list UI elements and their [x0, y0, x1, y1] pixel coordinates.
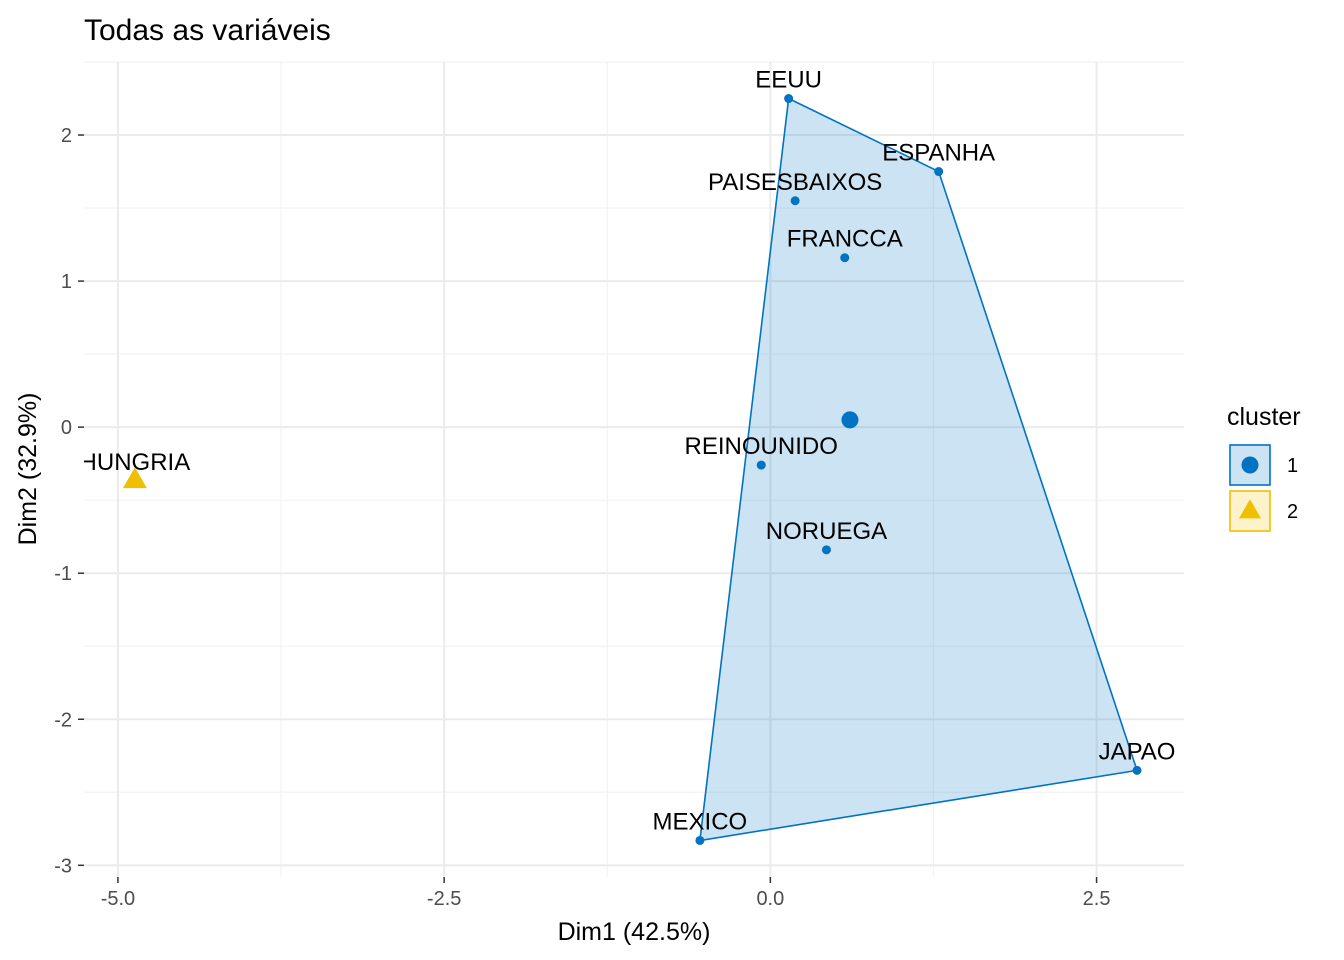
y-axis-title: Dim2 (32.9%) — [14, 393, 42, 546]
legend-triangle-icon — [1239, 499, 1261, 519]
chart-title: Todas as variáveis — [84, 14, 331, 47]
legend-title: cluster — [1227, 403, 1301, 431]
x-tick-label: -2.5 — [427, 888, 461, 910]
label-hungria: HUNGRIA — [80, 449, 191, 476]
data-points — [122, 94, 1142, 845]
x-tick-label: 2.5 — [1083, 888, 1111, 910]
legend-key-2: 2 — [1229, 490, 1298, 532]
point-noruega — [821, 545, 831, 555]
legend-circle-icon — [1241, 456, 1259, 474]
cluster-1-centroid — [841, 411, 859, 429]
label-reinounido: REINOUNIDO — [685, 433, 838, 460]
label-noruega: NORUEGA — [766, 518, 887, 545]
cluster-hulls — [698, 97, 1139, 842]
y-tick-label: 0 — [61, 417, 72, 439]
axis-ticks: -5.0 -2.5 0.0 2.5 -3 -2 -1 0 1 2 — [54, 125, 1110, 910]
point-eeuu — [784, 94, 794, 104]
y-tick-label: -1 — [54, 563, 72, 585]
point-hungria — [122, 467, 147, 489]
x-axis-title: Dim1 (42.5%) — [558, 918, 711, 946]
point-paisesbaixos — [790, 196, 800, 206]
label-mexico: MEXICO — [653, 808, 748, 835]
legend: cluster 1 2 — [1227, 403, 1301, 532]
label-espanha: ESPANHA — [882, 140, 995, 167]
y-tick-label: -3 — [54, 855, 72, 877]
label-eeuu: EEUU — [755, 67, 822, 94]
point-francca — [840, 253, 850, 263]
point-espanha — [934, 167, 944, 177]
y-tick-label: -2 — [54, 709, 72, 731]
legend-label-2: 2 — [1287, 501, 1298, 523]
label-paisesbaixos: PAISESBAIXOS — [708, 169, 882, 196]
cluster-1-hull — [698, 97, 1139, 842]
grid — [84, 61, 1184, 877]
x-tick-label: 0.0 — [756, 888, 784, 910]
legend-key-1: 1 — [1229, 444, 1298, 486]
y-tick-label: 1 — [61, 271, 72, 293]
legend-label-1: 1 — [1287, 455, 1298, 477]
y-tick-label: 2 — [61, 125, 72, 147]
point-japao — [1132, 765, 1142, 775]
point-reinounido — [756, 460, 766, 470]
label-japao: JAPAO — [1099, 738, 1176, 765]
x-tick-label: -5.0 — [101, 888, 135, 910]
point-mexico — [695, 835, 705, 845]
label-francca: FRANCCA — [787, 226, 903, 253]
